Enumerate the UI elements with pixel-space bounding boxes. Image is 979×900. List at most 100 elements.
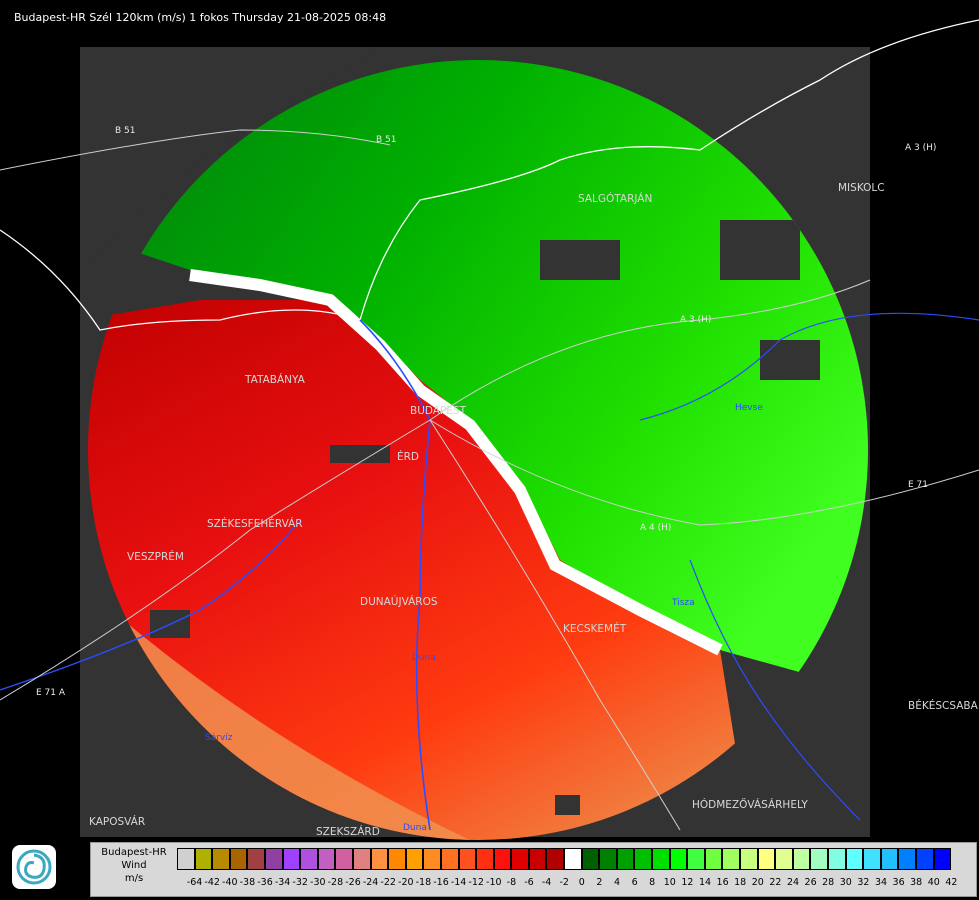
legend-tick: 24 (786, 877, 800, 888)
legend-swatch (827, 848, 846, 870)
legend-swatch (704, 848, 723, 870)
legend-tick: 12 (681, 877, 694, 888)
legend-swatch (476, 848, 494, 870)
legend-tick: -28 (327, 877, 344, 888)
wind-speed-legend: Budapest-HR Wind m/s -64 -42 -40 -38 -36 -34-… (90, 842, 977, 897)
zero-velocity-band (189, 269, 723, 656)
legend-quantity: Wind (121, 860, 147, 871)
legend-tick: 36 (892, 877, 905, 888)
legend-tick: 18 (734, 877, 747, 888)
legend-tick: 26 (804, 877, 817, 888)
legend-swatch (898, 848, 916, 870)
river-labels: Hevse Duna Sárvíz Tisza Duna (205, 403, 763, 833)
road-labels: B 51 B 51 A 3 (H) A 3 (H) E 71 A 4 (H) E 71 A (36, 126, 936, 698)
legend-tick: 6 (631, 877, 638, 888)
legend-swatch (863, 848, 881, 870)
legend-swatch (722, 848, 740, 870)
legend-swatch (317, 848, 336, 870)
road-label: E 71 A (36, 688, 66, 698)
legend-swatch (528, 848, 547, 870)
legend-tick: -14 (450, 877, 467, 888)
legend-swatch (511, 848, 529, 870)
legend-tick: 38 (910, 877, 923, 888)
legend-swatch (458, 848, 477, 870)
legend-tick: -6 (524, 877, 534, 888)
legend-tick: 8 (649, 877, 656, 888)
danube-river (359, 319, 431, 831)
legend-swatch (212, 848, 230, 870)
legend-swatch (652, 848, 670, 870)
legend-tick: -4 (541, 877, 552, 888)
legend-title: Budapest-HR Wind m/s (95, 846, 173, 885)
legend-swatch (757, 848, 776, 870)
city-label: BÉKÉSCSABA (908, 699, 979, 712)
legend-swatch (581, 848, 600, 870)
river-label: Tisza (671, 598, 695, 608)
legend-unit: m/s (124, 873, 144, 884)
legend-swatch (687, 848, 705, 870)
city-label: HÓDMEZŐVÁSÁRHELY (692, 797, 808, 811)
city-label: SZEKSZÁRD (316, 825, 380, 838)
legend-tick: -42 (204, 877, 220, 888)
city-label: SALGÓTARJÁN (578, 192, 652, 205)
city-label: DUNAÚJVÁROS (360, 595, 438, 608)
legend-swatch (264, 848, 283, 870)
legend-swatch (493, 848, 512, 870)
city-label: KAPOSVÁR (89, 815, 145, 828)
legend-tick: 30 (839, 877, 852, 888)
road-label: A 3 (H) (680, 315, 711, 325)
approaching-wind-area (100, 60, 868, 700)
legend-tick: 0 (578, 877, 585, 888)
legend-swatch (440, 848, 459, 870)
legend-tick: 2 (596, 877, 603, 888)
road-label: A 3 (H) (905, 143, 936, 153)
legend-swatch (229, 848, 248, 870)
legend-swatch (370, 848, 389, 870)
legend-color-scale (177, 848, 952, 870)
legend-tick: -64 (186, 877, 203, 888)
road-label: B 51 (376, 135, 397, 145)
road-label: E 71 (908, 480, 928, 490)
city-label: MISKOLC (838, 182, 885, 194)
legend-swatch (388, 848, 406, 870)
legend-tick: -34 (274, 877, 291, 888)
legend-tick: -36 (257, 877, 273, 888)
legend-radar-name: Budapest-HR (101, 847, 167, 858)
legend-swatch (599, 848, 617, 870)
map-title: Budapest-HR Szél 120km (m/s) 1 fokos Thu… (14, 11, 387, 24)
legend-tick: 32 (857, 877, 870, 888)
legend-tick: -22 (380, 877, 396, 888)
legend-swatch (546, 848, 565, 870)
legend-tick-labels: -64 -42 -40 -38 -36 -34 -32 -30 -28 -26 -24 -22 -20-… (177, 877, 967, 891)
legend-swatch (845, 848, 864, 870)
legend-swatch (194, 848, 213, 870)
city-label: ÉRD (397, 450, 419, 463)
legend-tick: -38 (239, 877, 256, 888)
legend-swatch (300, 848, 318, 870)
city-label: SZÉKESFEHÉRVÁR (207, 517, 303, 530)
city-label: KECSKEMÉT (563, 622, 627, 635)
river-label: Duna (403, 823, 427, 833)
legend-tick: -8 (506, 877, 517, 888)
city-label: VESZPRÉM (127, 550, 184, 563)
city-labels: SALGÓTARJÁN MISKOLC TATABÁNYA BUDAPEST ÉRD SZ… (89, 182, 979, 838)
legend-tick: 28 (822, 877, 835, 888)
legend-tick: 4 (613, 877, 621, 888)
city-label: BUDAPEST (410, 405, 467, 417)
legend-tick: -10 (486, 877, 502, 888)
legend-swatch (616, 848, 635, 870)
city-label: TATABÁNYA (244, 373, 306, 386)
legend-tick: -18 (415, 877, 432, 888)
legend-tick: 20 (751, 877, 764, 888)
legend-swatch (634, 848, 653, 870)
legend-swatch (810, 848, 828, 870)
legend-swatch (405, 848, 424, 870)
legend-swatch (335, 848, 353, 870)
legend-tick: -30 (310, 877, 326, 888)
legend-tick: 16 (716, 877, 729, 888)
legend-swatch (880, 848, 899, 870)
legend-tick: 34 (874, 877, 888, 888)
legend-tick: -16 (433, 877, 449, 888)
